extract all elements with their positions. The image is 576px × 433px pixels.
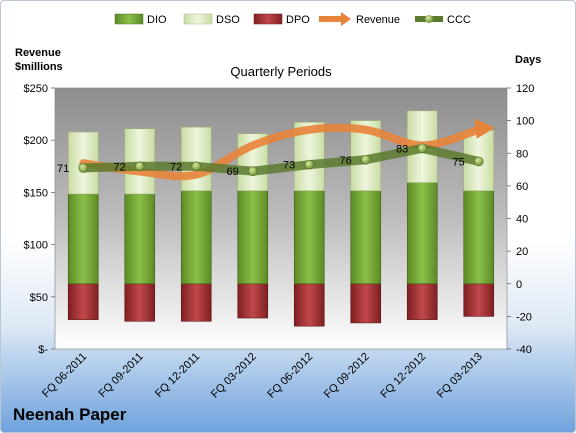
revenue-arrowhead [474, 118, 495, 139]
right-tick-label: 60 [516, 181, 528, 193]
bar-series [67, 110, 495, 327]
ccc-data-label: 69 [227, 166, 239, 178]
ccc-point [191, 161, 202, 172]
bar-dpo [237, 283, 269, 319]
ccc-point [78, 163, 89, 173]
bar-dpo [350, 283, 382, 324]
left-tick-label: $150 [24, 187, 48, 199]
bar-dio [237, 190, 269, 285]
bar-dpo [293, 283, 325, 327]
legend-swatch-dso [183, 13, 213, 25]
bar-dpo [124, 283, 156, 322]
x-tick-label: FQ 09-2012 [322, 351, 372, 401]
legend-label-ccc: CCC [447, 14, 471, 26]
bar-dio [293, 190, 325, 285]
left-tick-label: $50 [30, 292, 48, 304]
bar-dpo [406, 283, 438, 320]
ccc-data-label: 72 [170, 161, 182, 173]
ccc-data-label: 73 [283, 160, 295, 172]
legend-swatch-ccc [415, 15, 443, 23]
bar-dpo [67, 283, 99, 320]
x-tick-label: FQ 03-2013 [435, 351, 485, 401]
bar-dpo [180, 283, 212, 322]
bar-dio [406, 182, 438, 285]
legend-swatch-revenue [319, 12, 351, 26]
revenue-line [79, 123, 483, 181]
company-name: Neenah Paper [13, 405, 127, 424]
ccc-point [134, 161, 145, 172]
bar-dio [463, 190, 495, 285]
bar-dio [124, 193, 156, 285]
bar-dio [180, 190, 212, 285]
revenue-series [79, 118, 495, 181]
right-tick-label: 0 [516, 279, 522, 291]
legend-label-revenue: Revenue [356, 14, 400, 26]
x-tick-label: FQ 12-2012 [378, 351, 428, 401]
bar-dio [350, 190, 382, 285]
right-tick-label: 100 [516, 116, 534, 128]
right-tick-label: 120 [516, 83, 534, 95]
legend-label-dpo: DPO [286, 14, 310, 26]
right-axis-title: Days [515, 54, 541, 66]
ccc-data-label: 83 [396, 143, 408, 155]
chart-title: Quarterly Periods [230, 64, 332, 79]
ccc-series: 71 72 72 69 73 76 83 75 [57, 143, 484, 178]
x-tick-label: FQ 09-2011 [96, 351, 145, 400]
x-tick-label: FQ 06-2011 [40, 351, 89, 400]
right-tick-label: 80 [516, 148, 528, 160]
left-axis: $- $50 $100 $150 $200 $250 [24, 83, 55, 356]
bar-dio [67, 193, 99, 285]
left-tick-label: $100 [24, 240, 48, 252]
right-tick-label: -40 [516, 344, 532, 356]
ccc-point [360, 154, 371, 165]
bar-dso [124, 128, 156, 195]
right-tick-label: 40 [516, 214, 528, 226]
ccc-data-label: 72 [114, 161, 126, 173]
ccc-point [247, 166, 258, 176]
left-tick-label: $- [38, 344, 48, 356]
x-tick-label: FQ 12-2011 [153, 351, 202, 400]
bar-dpo [463, 283, 495, 317]
left-tick-label: $200 [24, 135, 48, 147]
legend-label-dio: DIO [147, 14, 167, 26]
ccc-data-label: 71 [57, 163, 69, 175]
right-tick-label: -20 [516, 311, 532, 323]
x-tick-label: FQ 03-2012 [209, 351, 259, 401]
ccc-data-label: 76 [340, 155, 352, 167]
x-axis: FQ 06-2011 FQ 09-2011 FQ 12-2011 FQ 03-2012… [40, 351, 485, 401]
right-tick-label: 20 [516, 246, 528, 258]
legend-swatch-dpo [253, 13, 283, 25]
ccc-point [417, 143, 428, 154]
legend: DIO DSO DPO Revenue CCC [114, 12, 471, 26]
ccc-data-label: 75 [453, 156, 465, 168]
ccc-line [78, 143, 484, 176]
left-axis-title-line1: Revenue [15, 47, 61, 59]
ccc-point [473, 156, 484, 167]
ccc-point [304, 159, 315, 170]
right-axis: -40 -20 0 20 40 60 80 100 120 [507, 83, 534, 356]
legend-label-dso: DSO [216, 14, 240, 26]
legend-swatch-dio [114, 13, 144, 25]
plot-area [54, 87, 508, 350]
left-tick-label: $250 [24, 83, 48, 95]
x-tick-label: FQ 06-2012 [265, 351, 315, 401]
left-axis-title-line2: $millions [15, 61, 63, 73]
bar-dso [180, 126, 212, 192]
